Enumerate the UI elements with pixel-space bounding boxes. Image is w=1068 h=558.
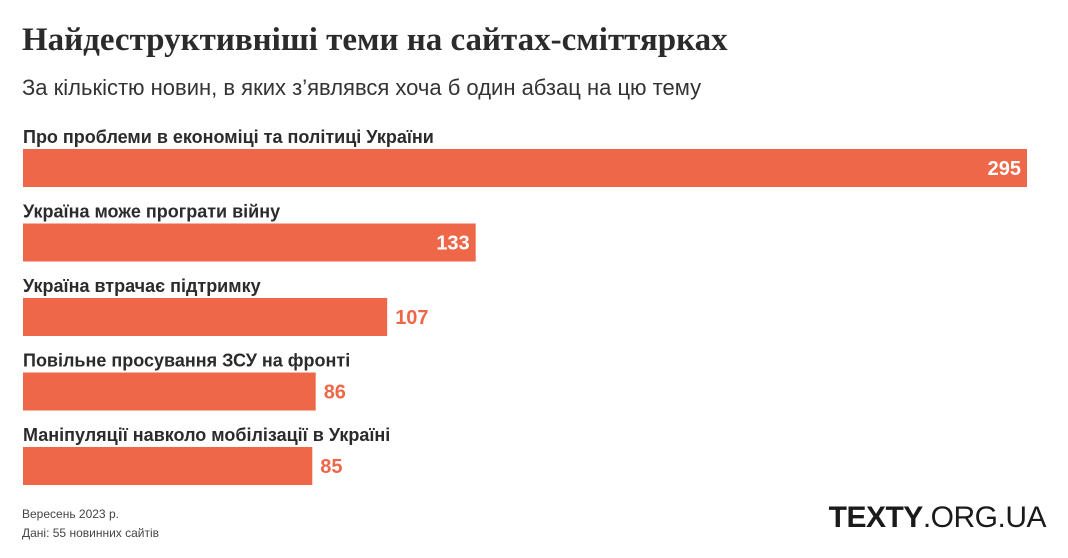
bar-value-label: 86 bbox=[324, 382, 346, 404]
bar bbox=[23, 223, 476, 262]
bar-value-label: 133 bbox=[436, 233, 469, 255]
chart-title: Найдеструктивніші теми на сайтах-сміттяр… bbox=[22, 22, 728, 58]
bar bbox=[23, 149, 1027, 187]
category-label: Україна втрачає підтримку bbox=[23, 276, 261, 296]
footer-date: Вересень 2023 р. bbox=[22, 507, 119, 521]
bar-value-label: 107 bbox=[395, 307, 428, 329]
category-label: Про проблеми в економіці та політиці Укр… bbox=[23, 127, 434, 147]
brand-logo-bold: TEXTY bbox=[828, 501, 924, 534]
bar bbox=[23, 298, 388, 336]
bar-value-label: 295 bbox=[988, 158, 1021, 180]
chart-subtitle: За кількістю новин, в яких з’являвся хоч… bbox=[22, 75, 702, 100]
bar bbox=[23, 447, 313, 485]
bar bbox=[23, 372, 316, 411]
category-label: Україна може програти війну bbox=[23, 202, 280, 222]
bar-value-label: 85 bbox=[320, 456, 342, 478]
brand-logo-domain: .ORG.UA bbox=[922, 501, 1047, 534]
brand-logo[interactable]: TEXTY.ORG.UA bbox=[828, 498, 1047, 538]
bar-chart: Про проблеми в економіці та політиці Укр… bbox=[23, 127, 1027, 485]
category-label: Повільне просування ЗСУ на фронті bbox=[23, 351, 350, 371]
footer-source: Дані: 55 новинних сайтів bbox=[22, 526, 160, 540]
category-label: Маніпуляції навколо мобілізації в Україн… bbox=[23, 425, 390, 445]
